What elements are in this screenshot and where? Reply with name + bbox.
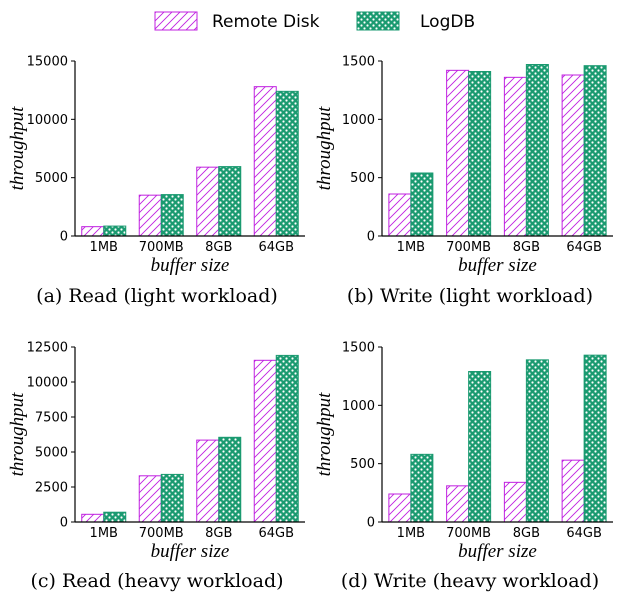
- x-tick-label: 64GB: [566, 526, 602, 541]
- legend: Remote Disk LogDB: [154, 11, 475, 32]
- bar-logdb-1mb: [410, 172, 434, 237]
- panel-caption: (a) Read (light workload): [36, 285, 278, 307]
- bar-remote-disk-700mb: [138, 194, 162, 237]
- y-tick-label: 0: [60, 516, 68, 531]
- y-axis-label: throughput: [7, 392, 28, 476]
- bar-logdb-64gb: [583, 65, 607, 237]
- y-tick-label: 5000: [35, 446, 68, 461]
- bar-remote-disk-64gb: [253, 86, 277, 237]
- x-tick-label: 1MB: [397, 240, 425, 255]
- bar-logdb-1mb: [410, 453, 434, 523]
- x-tick-label: 1MB: [90, 526, 118, 541]
- legend-swatch-remote-disk: [154, 11, 198, 31]
- x-tick-label: 64GB: [566, 240, 602, 255]
- y-tick-label: 1500: [342, 55, 375, 70]
- y-tick-label: 1000: [342, 113, 375, 128]
- bar-logdb-8gb: [525, 64, 549, 237]
- y-tick-label: 2500: [35, 481, 68, 496]
- bar-remote-disk-700mb: [138, 475, 162, 523]
- bar-logdb-700mb: [468, 71, 492, 237]
- legend-label-remote-disk: Remote Disk: [212, 12, 320, 32]
- x-tick-label: 8GB: [205, 526, 232, 541]
- legend-swatch-logdb: [356, 11, 400, 31]
- panel-caption: (c) Read (heavy workload): [30, 570, 283, 592]
- bar-remote-disk-700mb: [446, 69, 470, 237]
- bar-logdb-8gb: [525, 359, 549, 523]
- bar-logdb-700mb: [468, 371, 492, 523]
- bar-logdb-8gb: [218, 166, 242, 237]
- panel-read-heavy: 0 2500 5000 7500 10000 12500 1MB 700MB 8GB 64GB bu…: [7, 341, 305, 592]
- y-tick-label: 1000: [342, 399, 375, 414]
- panel-caption: (b) Write (light workload): [347, 285, 593, 307]
- panel-caption: (d) Write (heavy workload): [341, 570, 599, 592]
- y-tick-label: 5000: [35, 171, 68, 186]
- legend-label-logdb: LogDB: [420, 12, 475, 32]
- legend-item-remote-disk: Remote Disk: [154, 11, 320, 32]
- y-tick-label: 500: [350, 171, 375, 186]
- y-axis-label: throughput: [7, 106, 28, 190]
- x-tick-label: 1MB: [397, 526, 425, 541]
- panel-write-light: 0 500 1000 1500 1MB 700MB 8GB 64GB buffer size th…: [314, 55, 613, 307]
- bar-remote-disk-700mb: [446, 485, 470, 523]
- y-tick-label: 7500: [35, 411, 68, 426]
- bar-logdb-64gb: [275, 354, 299, 523]
- y-tick-label: 12500: [27, 341, 68, 356]
- bar-logdb-700mb: [160, 473, 184, 523]
- bar-remote-disk-8gb: [196, 439, 220, 523]
- x-tick-label: 700MB: [446, 526, 491, 541]
- y-axis-label: throughput: [314, 106, 335, 190]
- x-tick-label: 8GB: [513, 240, 540, 255]
- x-tick-label: 64GB: [258, 240, 294, 255]
- y-tick-label: 10000: [27, 113, 68, 128]
- bar-remote-disk-64gb: [253, 359, 277, 523]
- bar-logdb-1mb: [103, 511, 127, 523]
- y-tick-label: 0: [367, 230, 375, 245]
- y-tick-label: 1500: [342, 341, 375, 356]
- bar-remote-disk-1mb: [388, 193, 412, 237]
- x-tick-label: 8GB: [513, 526, 540, 541]
- x-axis-label: buffer size: [151, 255, 230, 276]
- x-axis-label: buffer size: [458, 255, 537, 276]
- bar-remote-disk-1mb: [81, 226, 105, 237]
- x-tick-label: 700MB: [139, 240, 184, 255]
- panel-read-light: 0 5000 10000 15000 1MB 700MB 8GB 64GB buffer siz…: [7, 55, 305, 307]
- x-tick-label: 700MB: [139, 526, 184, 541]
- y-tick-label: 0: [367, 516, 375, 531]
- bar-remote-disk-1mb: [388, 493, 412, 523]
- bar-remote-disk-8gb: [503, 481, 527, 523]
- x-axis-label: buffer size: [458, 541, 537, 562]
- bar-remote-disk-8gb: [196, 166, 220, 237]
- bar-logdb-8gb: [218, 436, 242, 523]
- bar-remote-disk-8gb: [503, 76, 527, 237]
- y-tick-label: 500: [350, 457, 375, 472]
- bar-remote-disk-64gb: [561, 459, 585, 523]
- bar-logdb-64gb: [583, 354, 607, 523]
- bar-remote-disk-64gb: [561, 74, 585, 237]
- x-tick-label: 1MB: [90, 240, 118, 255]
- y-tick-label: 15000: [27, 55, 68, 70]
- bar-logdb-700mb: [160, 194, 184, 237]
- y-tick-label: 10000: [27, 376, 68, 391]
- y-axis-label: throughput: [314, 392, 335, 476]
- panel-write-heavy: 0 500 1000 1500 1MB 700MB 8GB 64GB buffer size th…: [314, 341, 613, 592]
- bar-remote-disk-1mb: [81, 513, 105, 523]
- bar-logdb-1mb: [103, 225, 127, 237]
- legend-item-logdb: LogDB: [356, 11, 475, 32]
- x-tick-label: 8GB: [205, 240, 232, 255]
- x-tick-label: 64GB: [258, 526, 294, 541]
- bar-logdb-64gb: [275, 90, 299, 237]
- x-tick-label: 700MB: [446, 240, 491, 255]
- x-axis-label: buffer size: [151, 541, 230, 562]
- y-tick-label: 0: [60, 230, 68, 245]
